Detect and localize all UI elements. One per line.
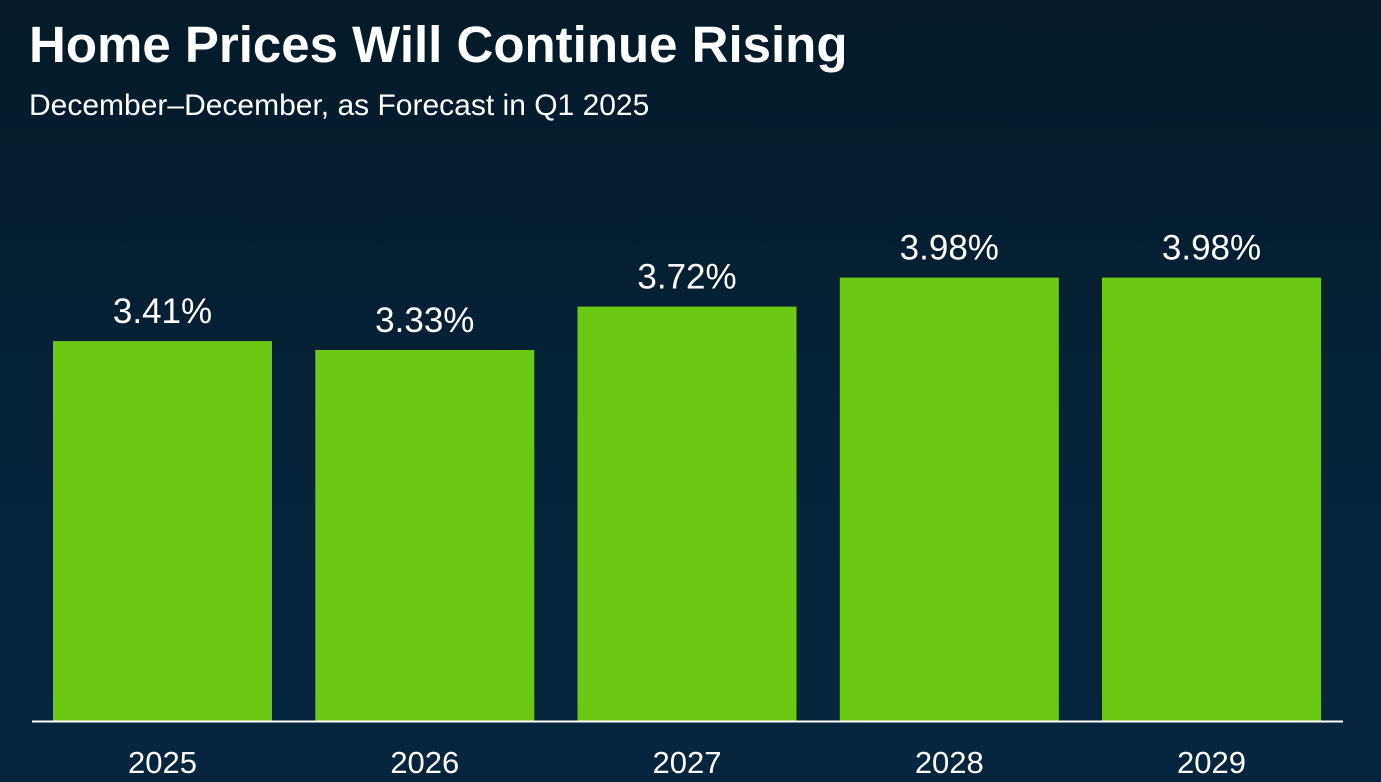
x-tick-label-2027: 2027 — [653, 745, 722, 780]
x-tick-labels-group: 2025 2026 2027 2028 2029 — [128, 745, 1246, 780]
value-label-2029: 3.98% — [1162, 229, 1261, 268]
x-tick-label-2029: 2029 — [1177, 745, 1246, 780]
bar-2029 — [1102, 277, 1321, 721]
bar-2025 — [53, 341, 272, 721]
value-label-2026: 3.33% — [375, 301, 474, 340]
value-labels-group: 3.41% 3.33% 3.72% 3.98% 3.98% — [113, 229, 1261, 340]
bar-2027 — [577, 306, 797, 721]
bars-group — [53, 277, 1321, 721]
x-tick-label-2028: 2028 — [915, 745, 984, 780]
chart-subtitle: December–December, as Forecast in Q1 202… — [29, 89, 650, 122]
x-tick-label-2025: 2025 — [128, 745, 197, 780]
value-label-2025: 3.41% — [113, 292, 212, 331]
bar-2026 — [315, 350, 535, 721]
value-label-2028: 3.98% — [900, 229, 999, 268]
bar-2028 — [839, 277, 1059, 721]
x-tick-label-2026: 2026 — [390, 745, 459, 780]
chart-title: Home Prices Will Continue Rising — [29, 16, 848, 73]
value-label-2027: 3.72% — [637, 258, 736, 297]
